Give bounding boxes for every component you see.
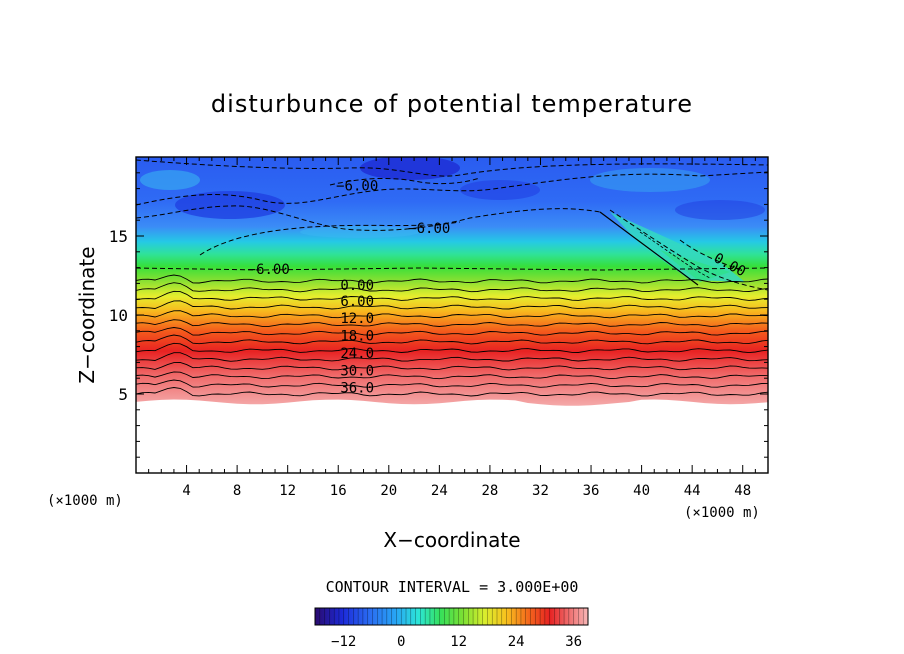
contour-label: 0.00	[340, 278, 374, 294]
contour-label: −6.00	[248, 262, 290, 278]
contour-line	[136, 327, 768, 336]
contour-line	[136, 387, 768, 397]
contour-label-text: 30.0	[340, 363, 374, 379]
contour-label: 18.0	[340, 329, 374, 345]
x-tick-label: 40	[633, 483, 650, 499]
contour-label: 36.0	[340, 381, 374, 397]
contour-label: −6.00	[336, 178, 378, 194]
contour-line	[136, 371, 768, 380]
contour-line	[136, 300, 768, 310]
light-patch	[300, 226, 420, 238]
warm-streak	[610, 212, 745, 282]
x-tick-label: 8	[233, 483, 241, 499]
colorbar-tick-label: 0	[397, 634, 405, 650]
contour-line	[136, 342, 768, 354]
x-axis-label: X−coordinate	[383, 528, 520, 552]
x-tick-label: 20	[380, 483, 397, 499]
contour-label: 12.0	[340, 311, 374, 327]
contour-label-text: −6.00	[336, 178, 378, 194]
light-patch	[590, 168, 710, 192]
contour-label: 24.0	[340, 346, 374, 362]
x-tick-label: 36	[583, 483, 600, 499]
contour-line	[136, 379, 768, 388]
x-tick-label: 16	[330, 483, 347, 499]
contour-label-text: 6.00	[340, 294, 374, 310]
cold-patch	[675, 200, 765, 220]
contour-line	[136, 282, 768, 293]
negative-contour-line	[679, 239, 741, 271]
contour-label-text: −6.00	[248, 262, 290, 278]
contour-line	[136, 274, 768, 284]
chart-title: disturbunce of potential temperature	[211, 90, 693, 118]
negative-contour-line	[609, 209, 768, 291]
contour-label: −6.00	[408, 221, 450, 237]
colorbar-tick-label: −12	[331, 634, 356, 650]
x-tick-label: 48	[734, 483, 751, 499]
contour-label-text: −6.00	[408, 221, 450, 237]
y-tick-label: 5	[118, 385, 128, 404]
contour-label-text: 18.0	[340, 329, 374, 345]
y-tick-labels: 5 10 15	[109, 227, 128, 404]
plot-field	[136, 157, 768, 406]
contour-line	[136, 319, 768, 327]
colorbar-tick-label: 36	[565, 634, 582, 650]
negative-contour-line	[136, 171, 768, 206]
contour-label: 6.00	[340, 294, 374, 310]
colorbar-bands	[319, 608, 584, 625]
contour-line	[136, 352, 768, 362]
x-tick-label: 4	[182, 483, 190, 499]
contour-label-text: 36.0	[340, 381, 374, 397]
contour-label-text: 0.00	[340, 278, 374, 294]
y-tick-label: 10	[109, 306, 128, 325]
contour-label-text: 12.0	[340, 311, 374, 327]
x-unit-right: (×1000 m)	[684, 505, 760, 521]
cold-patch	[360, 157, 460, 180]
colorbar-tick-labels: −12 0 12 24 36	[331, 634, 582, 650]
contour-line	[599, 211, 699, 286]
negative-contour-line	[639, 231, 711, 279]
contour-line	[136, 290, 768, 301]
contour-label-text: 24.0	[340, 346, 374, 362]
negative-contour-line	[136, 205, 601, 231]
x-tick-label: 44	[684, 483, 701, 499]
cold-patch	[460, 180, 540, 200]
negative-contour-line	[136, 267, 768, 271]
contour-label: 30.0	[340, 363, 374, 379]
x-tick-labels: 4 8 12 16 20 24 28 32 36 40 44 48	[182, 483, 751, 499]
colorbar-tick-label: 24	[508, 634, 525, 650]
x-unit-left: (×1000 m)	[47, 493, 123, 509]
axis-ticks	[136, 157, 768, 473]
x-tick-label: 28	[481, 483, 498, 499]
colorbar	[314, 607, 589, 626]
contour-interval: CONTOUR INTERVAL = 3.000E+00	[326, 578, 579, 596]
contour-line	[136, 310, 768, 319]
negative-contour-line	[199, 221, 461, 256]
x-tick-label: 32	[532, 483, 549, 499]
x-tick-label: 12	[279, 483, 296, 499]
negative-contour-line	[136, 159, 768, 177]
light-patch	[140, 170, 200, 190]
y-tick-label: 15	[109, 227, 128, 246]
contour-line	[136, 362, 768, 371]
contour-line	[136, 334, 768, 345]
negative-contour-line	[329, 177, 481, 186]
x-tick-label: 24	[431, 483, 448, 499]
cold-patch	[175, 191, 285, 219]
contour-lines	[136, 159, 768, 397]
colorbar-tick-label: 12	[450, 634, 467, 650]
y-axis-label: Z−coordinate	[75, 246, 99, 383]
